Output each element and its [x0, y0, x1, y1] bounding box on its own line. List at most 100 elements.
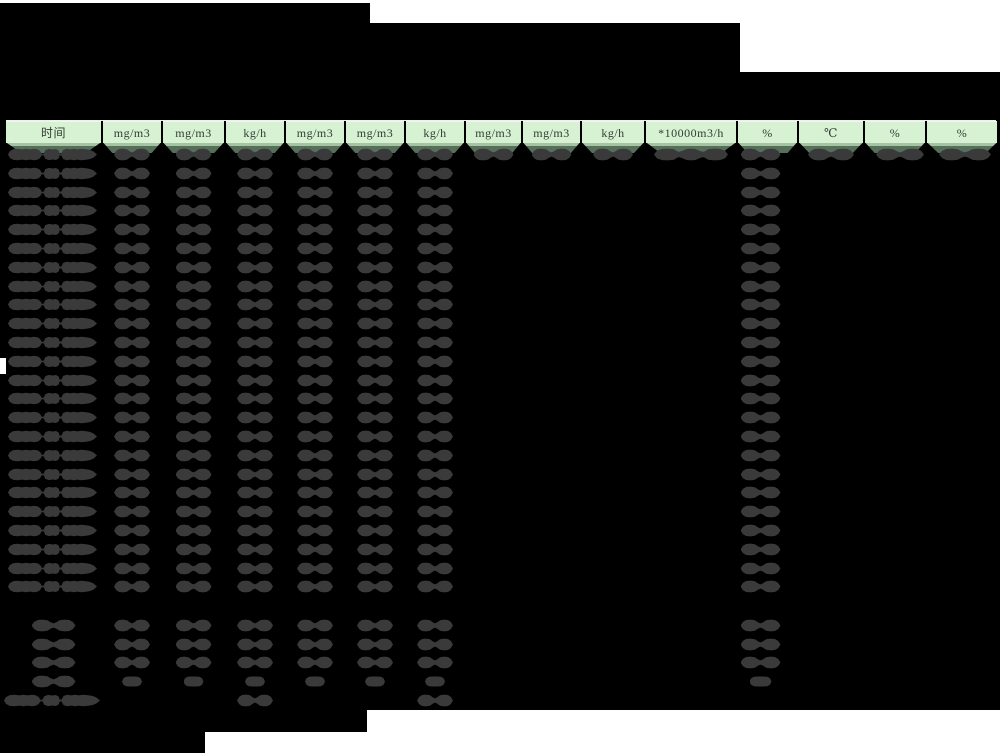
redacted-value-blob: [245, 676, 265, 687]
redacted-value-blob: [114, 430, 150, 443]
redacted-percent-blob: [740, 543, 781, 556]
redacted-value-blob: [417, 186, 453, 199]
redacted-value-blob: [175, 656, 212, 669]
redacted-timestamp-blob: [8, 430, 97, 443]
redacted-value-blob: [297, 543, 333, 556]
redacted-value-blob: [114, 562, 150, 575]
redacted-value-blob: [237, 486, 273, 499]
redacted-value-blob: [357, 638, 393, 651]
redacted-first-row-blob: [876, 148, 924, 161]
redacted-value-blob: [175, 619, 212, 632]
redacted-value-blob: [417, 580, 453, 593]
redacted-value-blob: [297, 430, 333, 443]
redacted-value-blob: [357, 411, 393, 424]
redacted-value-blob: [357, 280, 393, 293]
header-band-trapezoid: [103, 143, 161, 153]
redacted-value-blob: [297, 524, 333, 537]
redacted-value-blob: [357, 336, 393, 349]
redacted-timestamp-blob: [8, 261, 97, 274]
redacted-value-blob: [357, 317, 393, 330]
redacted-timestamp-blob: [8, 298, 97, 311]
redacted-value-blob: [417, 449, 453, 462]
redacted-value-blob: [175, 298, 212, 311]
redacted-value-blob: [357, 148, 393, 161]
redacted-value-blob: [297, 336, 333, 349]
redacted-summary-label-blob: [31, 638, 76, 651]
redacted-value-blob: [237, 580, 273, 593]
redacted-value-blob: [237, 543, 273, 556]
header-band-trapezoid: [927, 143, 997, 153]
redacted-percent-blob: [740, 204, 781, 217]
redacted-percent-blob: [740, 223, 781, 236]
redacted-timestamp-blob: [8, 355, 97, 368]
redacted-value-blob: [114, 524, 150, 537]
redacted-value-blob: [417, 524, 453, 537]
redacted-value-blob: [297, 242, 333, 255]
redacted-value-blob: [114, 543, 150, 556]
redacted-value-blob: [237, 336, 273, 349]
redacted-value-blob: [357, 355, 393, 368]
redacted-value-blob: [114, 638, 150, 651]
unit-header-cell-13: %: [865, 121, 925, 143]
redacted-value-blob: [357, 242, 393, 255]
redacted-value-blob: [357, 524, 393, 537]
redacted-value-blob: [357, 468, 393, 481]
redacted-summary-label-blob: [31, 675, 76, 688]
redacted-value-blob: [417, 336, 453, 349]
redacted-value-blob: [357, 374, 393, 387]
redacted-value-blob: [417, 468, 453, 481]
redacted-timestamp-blob: [8, 374, 97, 387]
unit-header-cell-5: mg/m3: [346, 121, 404, 143]
redacted-value-blob: [357, 543, 393, 556]
redacted-value-blob: [175, 449, 212, 462]
redacted-block-2: [0, 72, 1000, 710]
redacted-value-blob: [114, 317, 150, 330]
redacted-block-3: [0, 710, 367, 732]
redacted-timestamp-blob: [8, 242, 97, 255]
redacted-value-blob: [297, 619, 333, 632]
redacted-value-blob: [175, 468, 212, 481]
redacted-footer-value-blob: [417, 694, 453, 707]
redacted-value-blob: [114, 656, 150, 669]
redacted-value-blob: [237, 430, 273, 443]
redacted-value-blob: [297, 638, 333, 651]
redacted-value-blob: [417, 280, 453, 293]
unit-header-cell-1: mg/m3: [103, 121, 161, 143]
unit-header-cell-11: %: [738, 121, 797, 143]
redacted-value-blob: [114, 355, 150, 368]
redacted-percent-blob: [749, 676, 772, 687]
redacted-value-blob: [237, 167, 273, 180]
left-edge-white-notch: [0, 358, 6, 374]
redacted-percent-blob: [740, 430, 781, 443]
redacted-value-blob: [175, 562, 212, 575]
redacted-value-blob: [297, 392, 333, 405]
redacted-value-blob: [417, 562, 453, 575]
redacted-value-blob: [114, 411, 150, 424]
redacted-footer-label-blob: [4, 694, 100, 707]
redacted-value-blob: [237, 468, 273, 481]
redacted-value-blob: [114, 374, 150, 387]
redacted-value-blob: [417, 298, 453, 311]
header-band-trapezoid: [226, 143, 284, 153]
redacted-value-blob: [357, 580, 393, 593]
redacted-timestamp-blob: [8, 524, 97, 537]
redacted-value-blob: [297, 280, 333, 293]
header-band-trapezoid: [6, 143, 101, 153]
redacted-value-blob: [357, 449, 393, 462]
redacted-value-blob: [175, 355, 212, 368]
redacted-value-blob: [175, 580, 212, 593]
redacted-value-blob: [417, 486, 453, 499]
redacted-value-blob: [305, 676, 325, 687]
redacted-value-blob: [357, 430, 393, 443]
redacted-value-blob: [357, 204, 393, 217]
redacted-percent-blob: [740, 167, 781, 180]
redacted-value-blob: [175, 543, 212, 556]
redacted-value-blob: [357, 656, 393, 669]
redacted-value-blob: [297, 186, 333, 199]
redacted-summary-label-blob: [31, 656, 76, 669]
redacted-value-blob: [417, 261, 453, 274]
redacted-value-blob: [237, 223, 273, 236]
redacted-value-blob: [417, 242, 453, 255]
redacted-value-blob: [237, 242, 273, 255]
